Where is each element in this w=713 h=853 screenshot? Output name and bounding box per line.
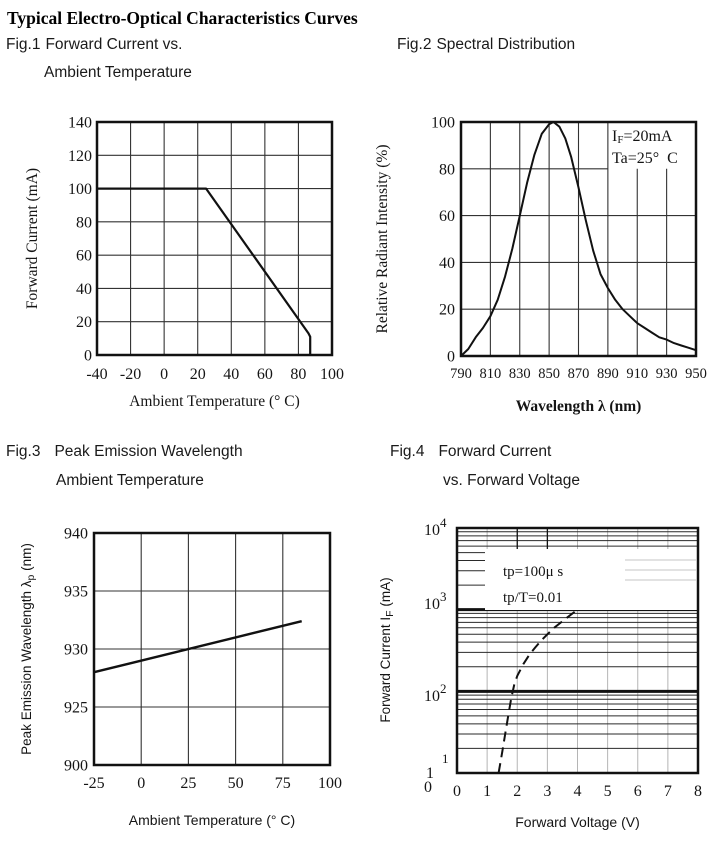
- fig2-tag: Fig.2: [397, 36, 432, 53]
- y-tick-label: 60: [439, 208, 455, 225]
- y-axis-title: Relative Radiant Intensity (%): [374, 145, 391, 334]
- x-tick-label: -20: [120, 366, 141, 383]
- plot-border: [92, 531, 332, 767]
- x-tick-label: 100: [318, 775, 342, 792]
- annotation-ta: Ta=25° C: [612, 150, 678, 167]
- y-tick-label: 20: [439, 302, 455, 319]
- x-tick-label: 0: [453, 783, 461, 800]
- x-tick-label: 0: [137, 775, 145, 792]
- fig3-curve: [93, 620, 302, 674]
- fig4-heading: Fig.4 Forward Current: [390, 443, 551, 461]
- fig1-heading: Fig.1 Forward Current vs.: [6, 36, 182, 54]
- y-tick-label: 120: [68, 148, 92, 165]
- x-axis-title: Forward Voltage (V): [515, 814, 640, 830]
- y-tick-label: 930: [64, 642, 88, 659]
- x-tick-label: 7: [664, 783, 672, 800]
- x-tick-label: 910: [626, 366, 648, 382]
- x-tick-label: -25: [83, 775, 104, 792]
- fig2-curve: [460, 121, 697, 357]
- x-tick-label: 5: [604, 783, 612, 800]
- fig1-heading-text: Forward Current vs.: [45, 36, 183, 53]
- x-tick-label: 20: [190, 366, 206, 383]
- fig2-heading-text: Spectral Distribution: [436, 36, 576, 53]
- x-tick-label: 2: [513, 783, 521, 800]
- x-tick-label: 0: [160, 366, 168, 383]
- y-tick-label: 80: [439, 161, 455, 178]
- y-tick-label: 0: [84, 348, 92, 365]
- x-tick-label: -40: [86, 366, 107, 383]
- y-tick-label: 100: [431, 115, 455, 132]
- x-tick-label: 60: [257, 366, 273, 383]
- fig1-curve: [97, 187, 312, 355]
- fig3-heading: Fig.3 Peak Emission Wavelength: [6, 443, 243, 461]
- x-tick-label: 100: [320, 366, 344, 383]
- y-axis-title: Forward Current IF (mA): [378, 577, 396, 722]
- x-tick-label: 3: [543, 783, 551, 800]
- x-tick-label: 810: [480, 366, 502, 382]
- y-tick-label: 102: [424, 681, 447, 705]
- fig3-peak-wavelength-chart: -25 0 25 50 75 100 940 935 930 925 900 Ambient Temp…: [19, 526, 342, 829]
- annotation-tpt: tp/T=0.01: [503, 590, 563, 606]
- annotation-if: IF=20mA: [612, 128, 673, 146]
- x-tick-label: 50: [228, 775, 244, 792]
- x-tick-label: 950: [685, 366, 707, 382]
- x-axis-title: Ambient Temperature (° C): [129, 812, 295, 828]
- y-tick-label: 60: [76, 248, 92, 265]
- y-tick-label: 935: [64, 584, 88, 601]
- x-tick-label: 4: [574, 783, 582, 800]
- y-tick-label: 900: [64, 758, 88, 775]
- fig1-tag: Fig.1: [6, 36, 41, 53]
- x-tick-label: 830: [509, 366, 531, 382]
- fig3-heading-line2: Ambient Temperature: [56, 472, 204, 489]
- y-tick-label: 140: [68, 115, 92, 132]
- y-tick-label: 80: [76, 214, 92, 231]
- plot-border: [95, 120, 334, 357]
- y-tick-label: 940: [64, 526, 88, 543]
- y-tick-label: 100: [68, 181, 92, 198]
- x-tick-label: 6: [634, 783, 642, 800]
- plot-border: [459, 120, 698, 358]
- y-axis-title: Peak Emission Wavelength λp (nm): [19, 543, 37, 755]
- page-title: Typical Electro-Optical Characteristics …: [7, 8, 358, 28]
- fig4-heading-line2: vs. Forward Voltage: [443, 472, 580, 489]
- y-tick-label: 0: [447, 349, 455, 366]
- fig3-heading-text: Peak Emission Wavelength: [54, 443, 243, 460]
- fig4-tag: Fig.4: [390, 443, 425, 460]
- fig4-heading-text: Forward Current: [438, 443, 552, 460]
- x-axis-title: Ambient Temperature (° C): [129, 393, 300, 410]
- x-tick-label: 790: [450, 366, 472, 382]
- x-tick-label: 870: [568, 366, 590, 382]
- plot-border: [455, 526, 700, 775]
- fig3-tag: Fig.3: [6, 443, 41, 460]
- x-tick-label: 850: [538, 366, 560, 382]
- x-tick-label: 40: [223, 366, 239, 383]
- y-tick-label: 104: [424, 515, 447, 539]
- x-tick-label: 930: [656, 366, 678, 382]
- y-tick-label: 103: [424, 589, 447, 613]
- x-axis-title: Wavelength λ (nm): [516, 398, 642, 415]
- annotation-tp: tp=100μ s: [503, 564, 563, 580]
- x-tick-label: 1: [483, 783, 491, 800]
- y-tick-label: 1: [426, 765, 434, 782]
- x-tick-label: 8: [694, 783, 702, 800]
- y-axis-title: Forward Current (mA): [24, 168, 41, 309]
- y-tick-label: 20: [76, 314, 92, 331]
- x-tick-label: 890: [597, 366, 619, 382]
- x-tick-label: 75: [275, 775, 291, 792]
- fig1-heading-line2: Ambient Temperature: [44, 64, 192, 81]
- x-tick-label: 25: [180, 775, 196, 792]
- y-tick-label: 925: [64, 700, 88, 717]
- y-tick-label: 40: [439, 255, 455, 272]
- fig2-spectral-distribution-chart: 790 810 830 850 870 890 910 930 950 0 20 40 60 80 100 W…: [374, 115, 707, 416]
- y-tick-label: 40: [76, 281, 92, 298]
- x-tick-label: 80: [290, 366, 306, 383]
- fig4-curve: [497, 608, 579, 774]
- fig2-heading: Fig.2 Spectral Distribution: [397, 36, 575, 54]
- fig1-forward-current-vs-temperature-chart: -40 -20 0 20 40 60 80 100 0 20 40 60 80 100 120 140 Ambi…: [24, 115, 344, 411]
- y-tick-label: 0: [424, 779, 432, 796]
- y-tick-exp: 1: [442, 751, 449, 766]
